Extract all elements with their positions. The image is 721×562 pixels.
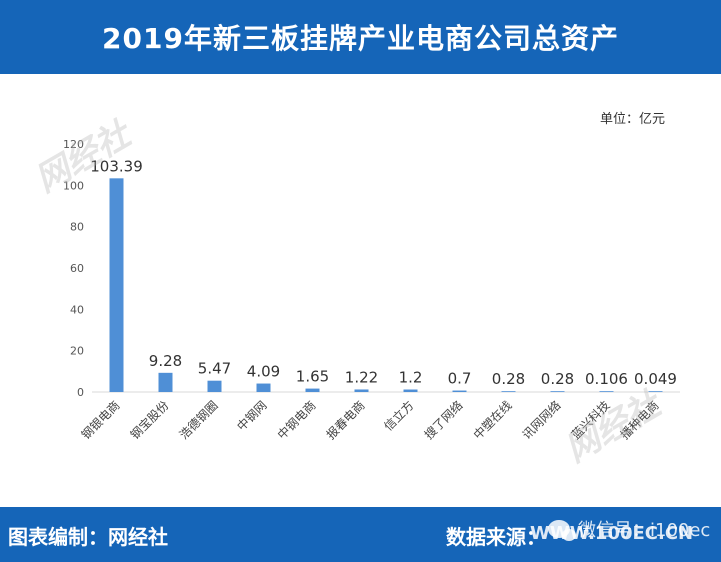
y-tick-label: 100 (63, 179, 84, 192)
bar (158, 372, 173, 392)
x-tick-label: 报春电商 (323, 398, 368, 443)
data-label: 1.22 (345, 368, 378, 386)
bar-chart: 0 20 40 60 80 100 120 103.39 钢银电商 9.28 钢宝股份 5.47 浩德钢… (63, 138, 680, 443)
bar (452, 390, 467, 392)
data-label: 103.39 (90, 157, 143, 175)
data-label: 4.09 (247, 363, 280, 381)
data-label: 0.28 (541, 370, 574, 388)
bar (648, 391, 663, 392)
page-title: 2019年新三板挂牌产业电商公司总资产 (102, 22, 619, 55)
y-tick-label: 120 (63, 138, 84, 151)
x-tick-label: 钢银电商 (78, 398, 123, 443)
wechat-badge: 微信号：i100ec (548, 516, 710, 542)
data-label: 0.7 (448, 370, 472, 388)
x-tick-label: 播种电商 (617, 398, 662, 443)
bar (403, 389, 418, 392)
wechat-icon (548, 520, 576, 541)
x-tick-label: 蓝兴科技 (569, 398, 613, 442)
x-tick-label: 讯网网络 (519, 398, 564, 443)
x-tick-label: 中钢电商 (274, 398, 319, 443)
x-tick-label: 浩德钢圈 (176, 398, 221, 443)
data-label: 0.28 (492, 370, 525, 388)
chart-title-banner: 2019年新三板挂牌产业电商公司总资产 (0, 0, 721, 74)
x-tick-label: 中塑在线 (470, 398, 515, 443)
data-label: 9.28 (149, 352, 182, 370)
wechat-id: 微信号：i100ec (578, 520, 711, 541)
data-label: 1.2 (399, 369, 423, 387)
chart-area: 0 20 40 60 80 100 120 103.39 钢银电商 9.28 钢宝股份 5.47 浩德钢… (0, 74, 721, 506)
x-tick-label: 搜了网络 (421, 398, 466, 443)
data-label: 5.47 (198, 360, 231, 378)
bar (207, 380, 222, 392)
data-label: 0.106 (585, 370, 628, 388)
y-tick-label: 40 (70, 303, 84, 316)
bar (109, 178, 124, 392)
y-tick-label: 20 (70, 345, 84, 358)
data-label: 1.65 (296, 368, 329, 386)
x-tick-label: 信立方 (381, 398, 417, 434)
footer-credit: 图表编制：网经社 (8, 525, 168, 549)
bar (501, 391, 516, 392)
bar (256, 383, 271, 392)
bar (354, 389, 369, 392)
bar (550, 391, 565, 392)
y-tick-label: 80 (70, 221, 84, 234)
data-label: 0.049 (634, 370, 677, 388)
unit-label: 单位：亿元 (600, 112, 666, 127)
y-tick-label: 0 (77, 386, 84, 399)
x-tick-label: 钢宝股份 (128, 398, 172, 442)
footer-source-label: 数据来源： (446, 525, 546, 549)
bar (305, 388, 320, 392)
x-tick-label: 中钢网 (234, 398, 270, 434)
bar (599, 391, 614, 392)
y-tick-label: 60 (70, 262, 84, 275)
